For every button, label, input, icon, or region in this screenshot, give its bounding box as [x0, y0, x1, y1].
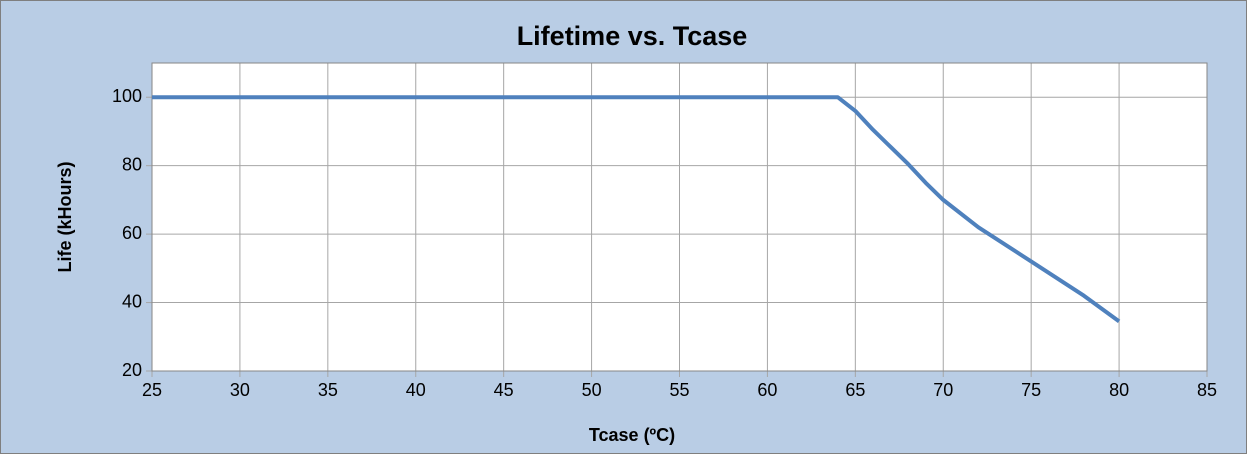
y-tick-label: 100	[112, 86, 142, 106]
chart-title: Lifetime vs. Tcase	[517, 21, 748, 51]
x-tick-label: 70	[933, 380, 953, 400]
x-tick-label: 60	[757, 380, 777, 400]
x-tick-label: 45	[494, 380, 514, 400]
x-tick-label: 50	[582, 380, 602, 400]
x-tick-label: 30	[230, 380, 250, 400]
x-tick-label: 35	[318, 380, 338, 400]
y-axis-label: Life (kHours)	[55, 161, 75, 272]
y-tick-label: 60	[122, 223, 142, 243]
x-tick-label: 65	[845, 380, 865, 400]
x-tick-label: 40	[406, 380, 426, 400]
data-line	[152, 95, 1121, 323]
x-tick-label: 75	[1021, 380, 1041, 400]
x-tick-label: 55	[669, 380, 689, 400]
y-tick-label: 80	[122, 154, 142, 174]
y-tick-label: 20	[122, 360, 142, 380]
x-tick-label: 25	[142, 380, 162, 400]
x-axis-label: Tcase (ºC)	[589, 425, 675, 445]
x-tick-label: 85	[1197, 380, 1217, 400]
y-tick-label: 40	[122, 291, 142, 311]
plot-border	[151, 62, 1208, 372]
x-tick-label: 80	[1109, 380, 1129, 400]
